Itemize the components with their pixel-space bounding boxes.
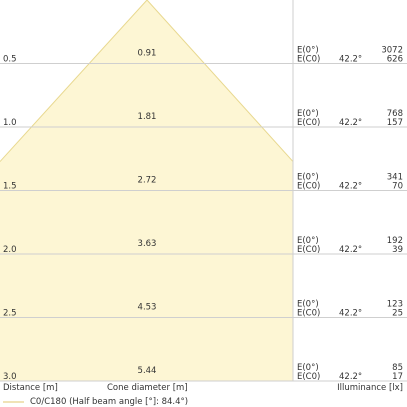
illuminance-e0-value: 768 [387,109,403,119]
cone-diameter-value: 2.72 [138,176,157,186]
ec0-label: E(C0) [297,55,320,65]
ec0-label: E(C0) [297,372,320,382]
illuminance-e0-value: 123 [387,300,403,310]
illuminance-e0-value: 85 [392,363,403,373]
beam-cone-edge-left [0,0,148,162]
cone-diameter-value: 3.63 [138,239,157,249]
beam-angle-value: 42.2° [339,372,362,382]
distance-value: 0.5 [3,55,17,65]
beam-angle-value: 42.2° [339,55,362,65]
distance-value: 1.0 [3,118,17,128]
e0-label: E(0°) [297,109,319,119]
cone-diameter-value: 1.81 [138,112,157,122]
illuminance-e0-value: 341 [387,173,403,183]
illuminance-ec0-value: 39 [392,245,403,255]
e0-label: E(0°) [297,46,319,56]
cone-diameter-value: 4.53 [138,303,157,313]
distance-value: 1.5 [3,182,17,192]
beam-angle-value: 42.2° [339,182,362,192]
ec0-label: E(C0) [297,118,320,128]
x-axis-label: Distance [m] [3,383,58,393]
illuminance-e0-value: 192 [387,236,403,246]
beam-cone-edge-right [146,0,294,162]
e0-label: E(0°) [297,300,319,310]
distance-value: 2.5 [3,309,17,319]
distance-value: 3.0 [3,372,17,382]
illuminance-ec0-value: 25 [392,309,403,319]
e0-label: E(0°) [297,173,319,183]
legend-text: C0/C180 (Half beam angle [°]: 84.4°) [30,397,188,407]
cone-diameter-label: Cone diameter [m] [107,383,188,393]
ec0-label: E(C0) [297,182,320,192]
ec0-label: E(C0) [297,309,320,319]
ec0-label: E(C0) [297,245,320,255]
beam-angle-value: 42.2° [339,309,362,319]
beam-angle-value: 42.2° [339,245,362,255]
grid-layer [0,0,407,382]
e0-label: E(0°) [297,236,319,246]
e0-label: E(0°) [297,363,319,373]
cone-diameter-value: 0.91 [138,49,157,59]
beam-angle-value: 42.2° [339,118,362,128]
illuminance-ec0-value: 157 [387,118,403,128]
illuminance-label: Illuminance [lx] [337,383,403,393]
illuminance-ec0-value: 17 [392,372,403,382]
illuminance-ec0-value: 70 [392,182,403,192]
distance-value: 2.0 [3,245,17,255]
illuminance-e0-value: 3072 [381,46,403,56]
illuminance-ec0-value: 626 [387,55,403,65]
cone-diameter-value: 5.44 [138,366,157,376]
